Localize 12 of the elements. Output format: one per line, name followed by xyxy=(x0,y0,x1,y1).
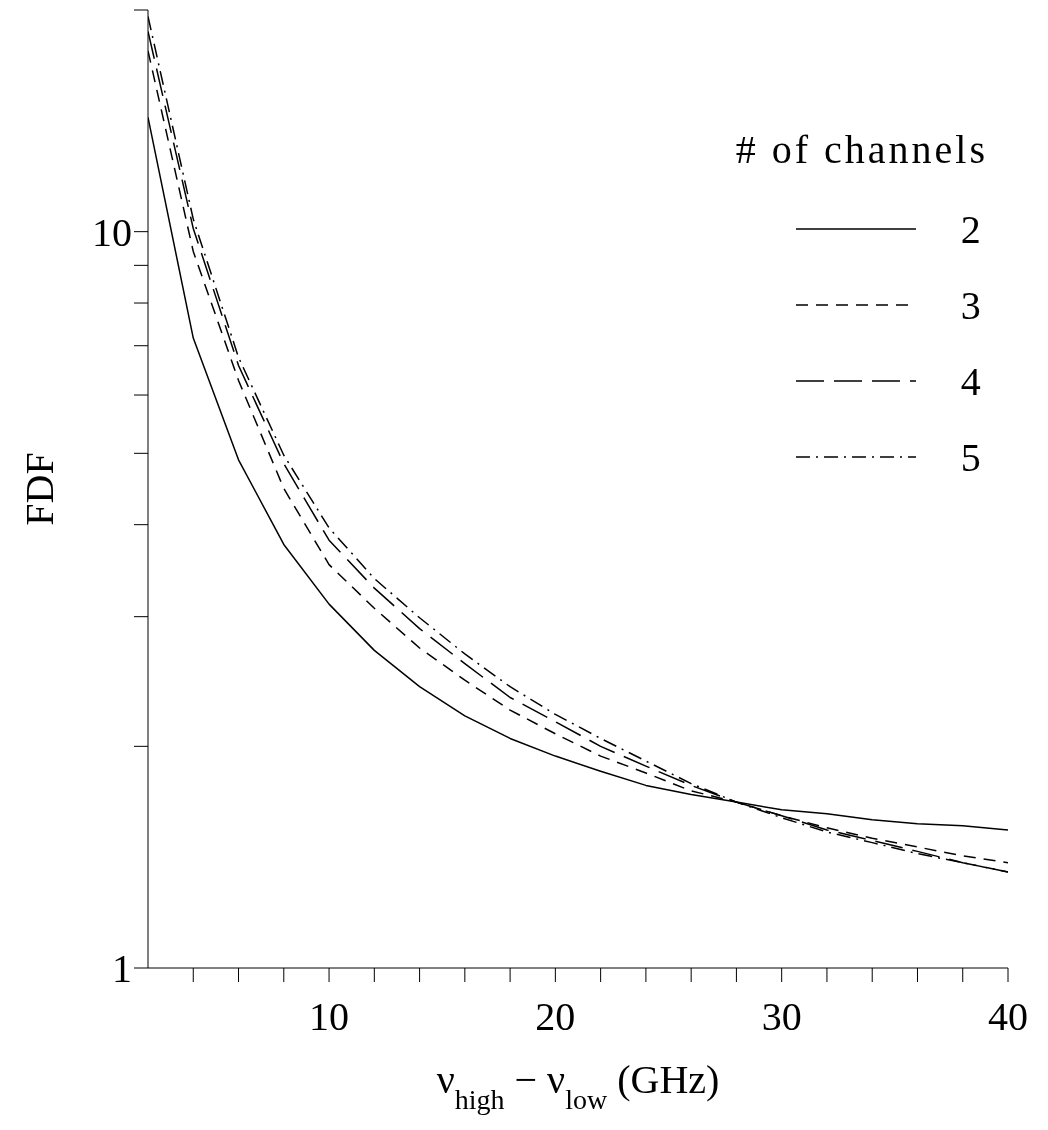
legend-label: 2 xyxy=(960,205,981,253)
x-tick-label: 40 xyxy=(988,994,1028,1040)
legend-label: 5 xyxy=(960,433,981,481)
x-tick-label: 20 xyxy=(535,994,576,1040)
x-tick-label: 30 xyxy=(761,994,802,1040)
x-axis-title: ν$_{high}$ − ν$_{low}$ (GHz) xyxy=(436,1057,720,1115)
legend-title: # of channels xyxy=(735,126,988,173)
legend-label: 3 xyxy=(960,281,981,329)
legend-label: 4 xyxy=(960,357,981,405)
y-tick-label: 1 xyxy=(112,946,132,992)
y-axis-title: FDF xyxy=(17,452,62,526)
x-tick-label: 10 xyxy=(309,994,350,1040)
